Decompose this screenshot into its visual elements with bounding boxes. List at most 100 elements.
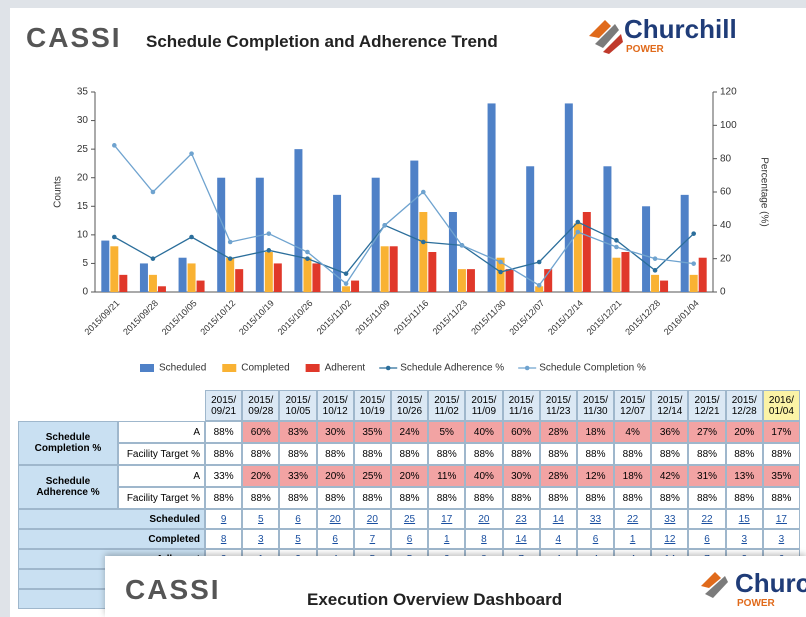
count-link[interactable]: 3 [762,529,800,549]
table-cell: 25% [353,465,391,487]
bar [544,269,553,292]
line-point [305,249,310,255]
table-cell: 31% [688,465,726,487]
bar [487,103,496,292]
count-link[interactable]: 17 [762,509,800,529]
table-cell: 88% [205,443,243,465]
count-link[interactable]: 33 [576,509,615,529]
bar [564,103,573,292]
count-link[interactable]: 12 [651,529,689,549]
count-link[interactable]: 3 [725,529,763,549]
row-label: A [118,421,205,443]
count-link[interactable]: 1 [428,529,466,549]
count-link[interactable]: 20 [316,509,354,529]
date-header: 2015/ 12/07 [614,390,652,421]
table-cell: 88% [242,487,280,509]
table-cell: 88% [688,487,726,509]
bar [312,263,321,292]
bar [235,269,244,292]
count-link[interactable]: 6 [279,509,317,529]
line-point [421,239,426,245]
count-link[interactable]: 6 [390,529,429,549]
table-cell: 88% [576,443,615,465]
table-cell: 33% [205,465,243,487]
count-link[interactable]: 20 [465,509,503,529]
table-cell: 88% [316,443,354,465]
bar [101,240,110,292]
row-label: Facility Target % [118,487,205,509]
count-link[interactable]: 8 [205,529,243,549]
bar [380,246,389,292]
table-cell: 88% [688,443,726,465]
bar [680,194,689,292]
table-cell: 88% [316,487,354,509]
brand: Churchill [624,14,737,44]
table-cell: 88% [614,443,652,465]
table-cell: 88% [428,443,466,465]
y2-tick-label: 100 [720,120,737,131]
y2-tick-label: 80 [720,153,732,164]
count-link[interactable]: 3 [242,529,280,549]
line-point [189,234,194,240]
count-link[interactable]: 6 [576,529,615,549]
group-label: Schedule Completion % [18,421,118,465]
count-link[interactable]: 9 [205,509,243,529]
y-tick-label: 5 [82,258,88,269]
line-point [189,151,194,156]
y2-axis-label: Percentage (%) [758,157,769,226]
date-header: 2015/ 10/05 [279,390,317,421]
count-link[interactable]: 4 [539,529,577,549]
count-link[interactable]: 6 [688,529,726,549]
table-cell: 13% [725,465,763,487]
count-link[interactable]: 7 [353,529,391,549]
table-cell: 88% [725,487,763,509]
count-link[interactable]: 5 [279,529,317,549]
legend-label: Schedule Completion % [539,363,646,374]
line-point [691,261,696,266]
table-cell: 88% [576,487,615,509]
count-link[interactable]: 33 [651,509,689,529]
date-header: 2015/ 12/28 [725,390,763,421]
bar [428,252,437,292]
count-link[interactable]: 23 [502,509,540,529]
bar [419,212,428,292]
date-header: 2015/ 11/02 [428,390,466,421]
legend-label: Scheduled [159,363,206,374]
count-link[interactable]: 1 [614,529,652,549]
table-cell: 88% [502,443,540,465]
bar [333,194,342,292]
bar [110,246,119,292]
count-link[interactable]: 5 [242,509,280,529]
y2-tick-label: 0 [720,287,726,298]
table-cell: 28% [539,465,577,487]
count-link[interactable]: 22 [688,509,726,529]
legend-label: Adherent [325,363,366,374]
count-link[interactable]: 14 [502,529,540,549]
bar [389,246,398,292]
count-link[interactable]: 6 [316,529,354,549]
count-link[interactable]: 25 [390,509,429,529]
table-cell: 5% [428,421,466,443]
table-cell: 88% [539,443,577,465]
count-link[interactable]: 20 [353,509,391,529]
table-cell: 88% [428,487,466,509]
count-link[interactable]: 17 [428,509,466,529]
legend-swatch [385,365,391,371]
count-link[interactable]: 22 [614,509,652,529]
bar [178,257,187,292]
line-point [575,229,581,235]
line-point [266,248,272,253]
count-link[interactable]: 14 [539,509,577,529]
bar [255,177,264,292]
table-cell: 88% [390,443,429,465]
y-tick-label: 25 [77,144,89,155]
line-point [112,143,117,148]
line-point [266,231,272,236]
table-cell: 4% [614,421,652,443]
table-cell: 88% [762,443,800,465]
bar [660,280,669,292]
line-point [343,281,349,286]
count-link[interactable]: 15 [725,509,763,529]
count-link[interactable]: 8 [465,529,503,549]
